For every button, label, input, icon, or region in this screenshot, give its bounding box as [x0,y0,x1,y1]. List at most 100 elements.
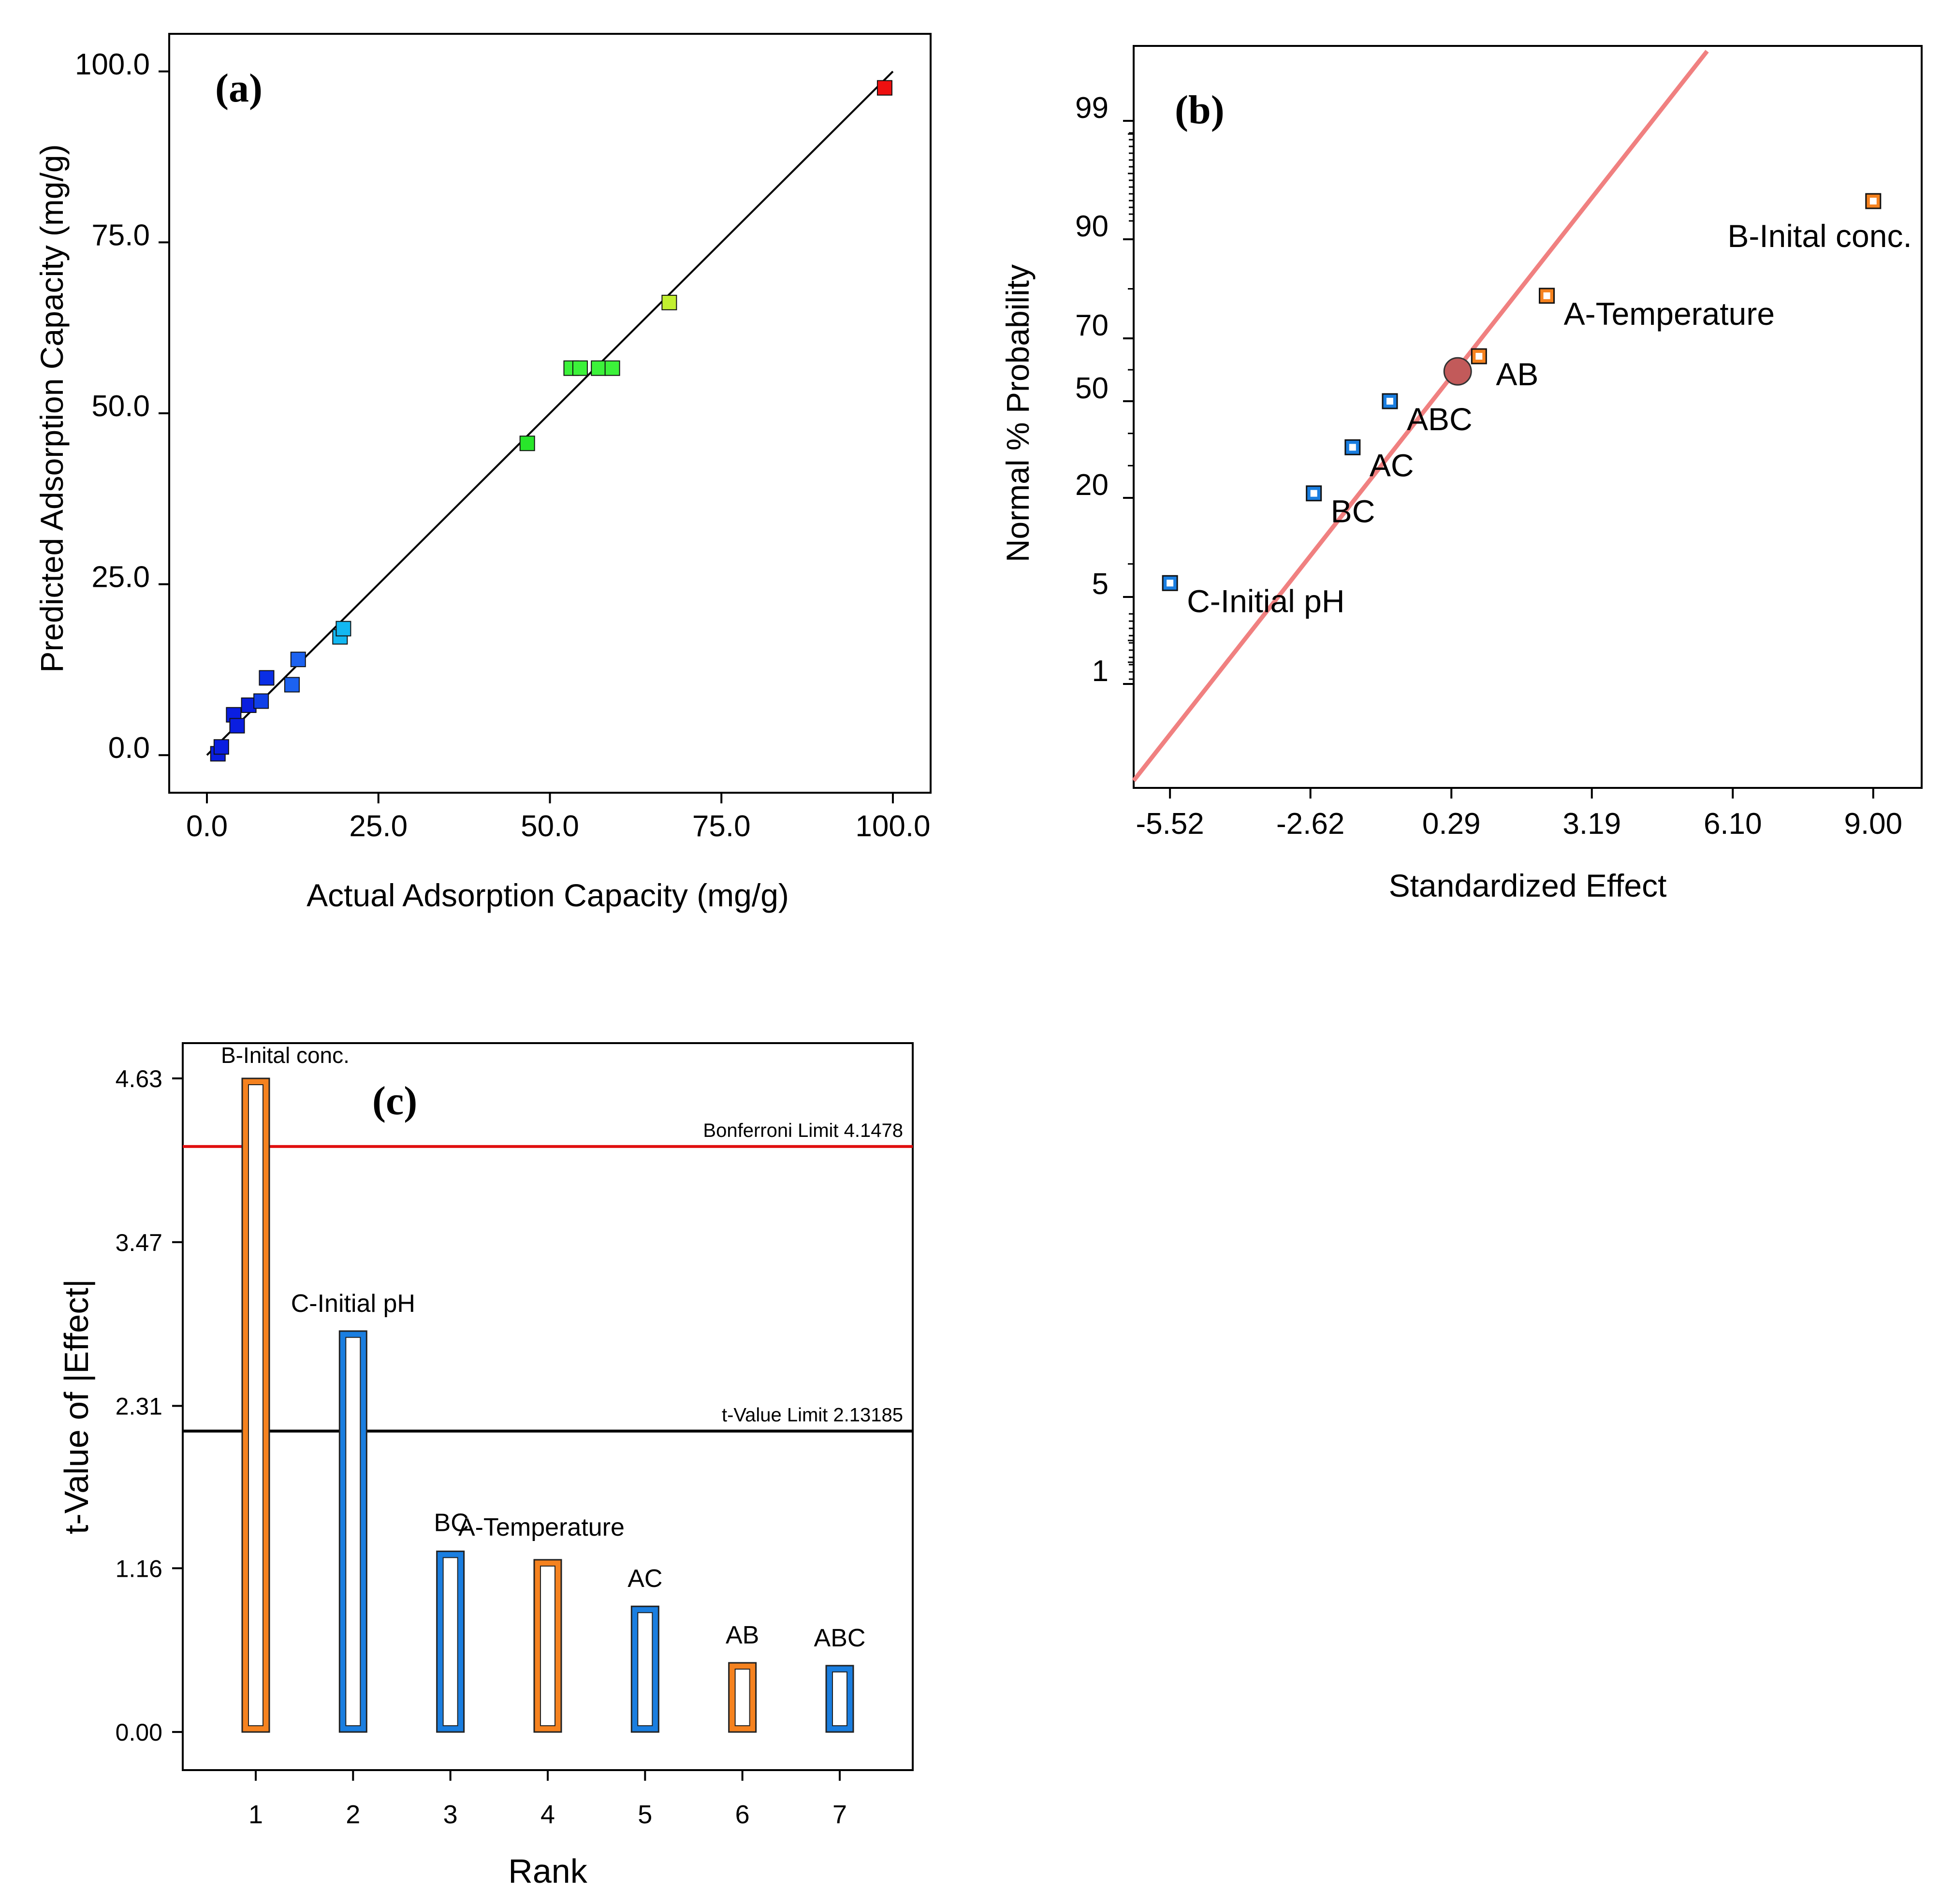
c-x-tick-label: 3 [443,1800,458,1829]
c-y-tick-label: 0.00 [116,1719,162,1746]
b-y-tick-label: 90 [1075,210,1109,243]
panel-b-x-ticks: -5.52 -2.62 0.29 3.19 6.10 9.00 [1136,788,1902,841]
c-bar-label: AB [726,1621,759,1649]
c-bar-label: A-Temperature [458,1513,625,1541]
c-y-tick-label: 3.47 [116,1229,162,1256]
panel-b-y-axis-title: Normal % Probability [1000,264,1036,562]
panel-a-y-ticks: 0.0 25.0 50.0 75.0 100.0 [75,48,169,765]
panel-b-label: (b) [1175,87,1225,132]
c-x-tick-label: 4 [540,1800,555,1829]
a-point [253,693,269,709]
c-bar-inner [345,1337,361,1727]
panel-b-fit-line [1132,50,1709,782]
b-point-label: C-Initial pH [1187,583,1344,619]
panel-a-x-axis-title: Actual Adsorption Capacity (mg/g) [306,877,789,913]
b-y-tick-label: 50 [1075,372,1109,405]
c-bar-inner [248,1084,263,1727]
b-effect-point-inner [1386,398,1393,405]
panel-c-y-axis-title: t-Value of |Effect| [58,1279,95,1534]
a-point [290,652,306,668]
b-y-tick-label: 70 [1075,309,1109,342]
b-effect-point [1344,439,1361,455]
a-x-tick-label: 0.0 [186,810,228,843]
panel-b-plot-frame [1133,45,1923,789]
c-y-tick-label: 2.31 [116,1393,162,1420]
b-x-tick-label: -2.62 [1276,807,1344,841]
b-point-label: A-Temperature [1564,296,1775,332]
panel-a-reference-line [206,71,894,756]
c-x-tick-label: 6 [735,1800,750,1829]
a-x-tick-label: 100.0 [855,810,930,843]
a-x-tick-label: 25.0 [349,810,408,843]
c-y-tick-label: 1.16 [116,1555,162,1582]
panel-c-limit-lines: Bonferroni Limit 4.1478 t-Value Limit 2.1… [183,1120,913,1433]
panel-c-pareto-chart: (c) 0.00 1.16 2.31 3.47 4.63 1 2 3 4 5 6 7 Bonferr… [58,1042,914,1890]
panel-a-y-axis-title: Predicted Adsorption Capacity (mg/g) [34,144,70,672]
panel-a-label: (a) [215,66,263,111]
a-point [284,677,300,693]
c-y-tick-label: 4.63 [116,1065,162,1092]
a-point [229,718,245,734]
b-effect-point-inner [1475,353,1483,360]
b-effect-point-inner [1349,444,1356,451]
b-effect-point-inner [1543,292,1550,299]
c-x-tick-label: 5 [638,1800,652,1829]
panel-b-points: C-Initial pH BC AC ABC AB A-Temperature B-Init… [1162,193,1912,619]
a-point [661,294,677,310]
c-bar-inner [540,1565,555,1727]
b-y-tick-label: 20 [1075,468,1109,502]
panel-b-x-axis-title: Standardized Effect [1389,868,1667,903]
c-bar-inner [637,1612,653,1727]
a-x-tick-label: 75.0 [692,810,751,843]
c-bar-inner [442,1557,458,1727]
a-point [213,739,229,755]
a-point [259,670,275,686]
a-y-tick-label: 75.0 [91,218,150,252]
a-y-tick-label: 100.0 [75,48,150,81]
a-point [591,360,607,376]
a-point [572,360,588,376]
a-y-tick-label: 0.0 [108,731,150,765]
b-y-tick-label: 5 [1092,567,1109,601]
c-bar-inner [734,1669,750,1727]
panel-b-minor-ticks [1128,132,1134,680]
a-point [336,621,351,637]
a-y-tick-label: 50.0 [91,390,150,423]
b-effect-point-inner [1310,490,1317,497]
c-limit-label: Bonferroni Limit 4.1478 [703,1120,903,1141]
c-limit-label: t-Value Limit 2.13185 [722,1405,903,1426]
a-point [519,436,535,451]
panel-a-predicted-vs-actual: (a) 0.0 25.0 50.0 75.0 100.0 0.0 25.0 50.0 75.0… [34,33,932,913]
c-x-tick-label: 2 [346,1800,360,1829]
c-bar-label: ABC [814,1624,866,1652]
a-x-tick-label: 50.0 [521,810,579,843]
b-point-label: AB [1496,356,1538,392]
c-bar-label: BC [434,1509,469,1537]
b-point-label: AC [1370,447,1414,483]
c-bar-inner [832,1671,847,1727]
b-x-tick-label: 6.10 [1704,807,1762,841]
b-point-label: B-Inital conc. [1727,218,1912,254]
panel-a-x-ticks: 0.0 25.0 50.0 75.0 100.0 [186,793,931,843]
b-y-tick-label: 99 [1075,91,1109,125]
b-x-tick-label: 3.19 [1562,807,1621,841]
c-bar-label: AC [628,1565,662,1593]
panel-b-normal-plot: (b) -5.52 -2.62 0.29 3.19 6.10 9.00 1 5 20 50 70 9… [1000,45,1923,903]
a-point [876,80,892,96]
b-x-tick-label: 0.29 [1422,807,1481,841]
b-y-tick-label: 1 [1092,654,1109,688]
b-effect-point [1162,575,1178,591]
b-point-label: BC [1331,494,1375,529]
b-x-tick-label: 9.00 [1844,807,1902,841]
panel-c-x-axis-title: Rank [508,1852,587,1890]
panel-c-label: (c) [372,1078,417,1123]
panel-c-bars: B-Inital conc. C-Initial pH BCA-Temperatur… [221,1043,866,1733]
b-point-label: ABC [1407,401,1473,437]
b-effect-point-inner [1167,580,1174,587]
panel-c-y-ticks: 0.00 1.16 2.31 3.47 4.63 [116,1065,183,1746]
c-bar-label: B-Inital conc. [221,1043,350,1068]
panel-b-y-ticks: 1 5 20 50 70 90 99 [1075,91,1134,688]
b-x-tick-label: -5.52 [1136,807,1204,841]
c-bar-label: C-Initial pH [291,1290,415,1318]
